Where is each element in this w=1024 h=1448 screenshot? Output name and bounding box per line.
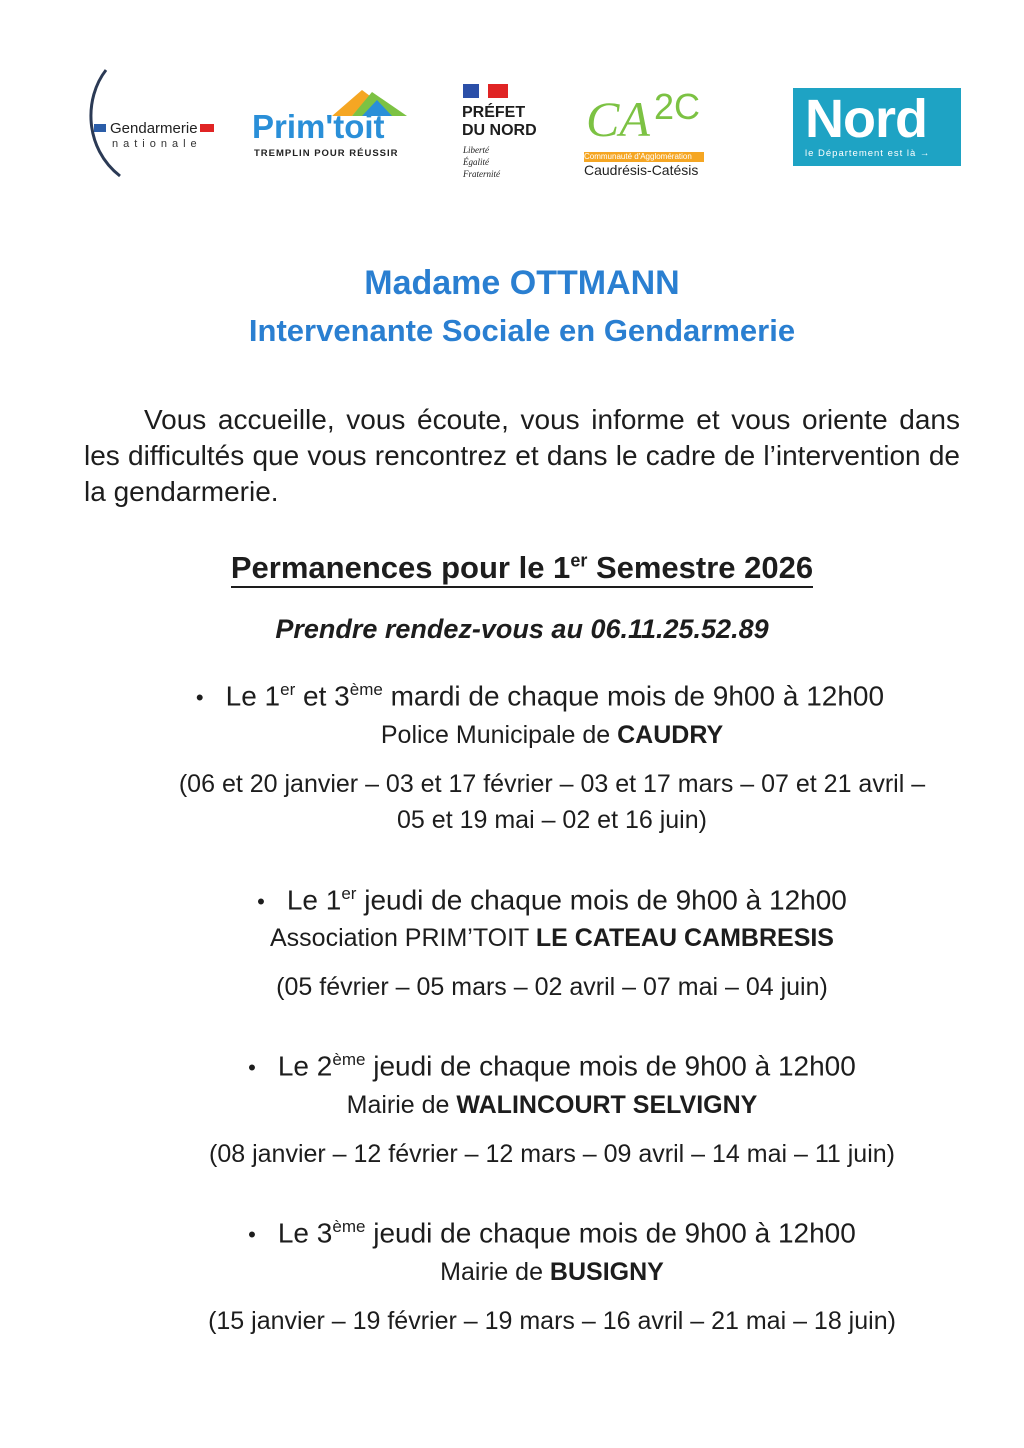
ca2c-mark: CA xyxy=(586,91,650,147)
schedule-item: • Le 3ème jeudi de chaque mois de 9h00 à … xyxy=(248,1217,856,1249)
schedule-place: Mairie de BUSIGNY xyxy=(440,1258,664,1286)
gendarmerie-logo: Gendarmerie nationale xyxy=(84,68,224,180)
schedule-place: Mairie de WALINCOURT SELVIGNY xyxy=(346,1091,758,1119)
prefet-logo: PRÉFET DU NORD Liberté Égalité Fraternit… xyxy=(460,82,560,182)
schedule-dates: (08 janvier – 12 février – 12 mars – 09 … xyxy=(209,1140,895,1168)
schedule-item: • Le 2ème jeudi de chaque mois de 9h00 à … xyxy=(248,1050,856,1082)
intro-paragraph: Vous accueille, vous écoute, vous inform… xyxy=(84,404,960,507)
schedule-item: • Le 1er et 3ème mardi de chaque mois de … xyxy=(195,680,885,712)
schedule-dates: (05 février – 05 mars – 02 avril – 07 ma… xyxy=(276,973,828,1001)
schedule-dates: (15 janvier – 19 février – 19 mars – 16 … xyxy=(208,1307,896,1335)
ca2c-logo: CA 2C Communauté d'Agglomération Caudrés… xyxy=(584,86,708,182)
nord-logo: Nord le Département est là → xyxy=(793,88,961,166)
schedule-place: Association PRIM’TOIT LE CATEAU CAMBRESI… xyxy=(270,924,834,952)
roof-icon xyxy=(332,90,407,116)
bullet-icon: • xyxy=(248,1221,256,1247)
schedule-item: • Le 1er jeudi de chaque mois de 9h00 à 1… xyxy=(257,884,847,916)
bullet-icon: • xyxy=(248,1054,256,1080)
primtoit-logo: Prim'toit TREMPLIN POUR RÉUSSIR xyxy=(252,86,422,166)
schedule-place: Police Municipale de CAUDRY xyxy=(380,721,724,749)
appointment-phone: Prendre rendez-vous au 06.11.25.52.89 xyxy=(275,614,769,644)
person-name: Madame OTTMANN xyxy=(364,264,680,302)
bullet-icon: • xyxy=(257,888,265,914)
schedule-dates: (06 et 20 janvier – 03 et 17 février – 0… xyxy=(178,770,926,834)
permanences-title: Permanences pour le 1er Semestre 2026 xyxy=(0,550,1024,588)
bullet-icon: • xyxy=(195,684,204,710)
gendarmerie-arc-icon xyxy=(89,69,121,178)
person-role: Intervenante Sociale en Gendarmerie xyxy=(248,313,796,348)
